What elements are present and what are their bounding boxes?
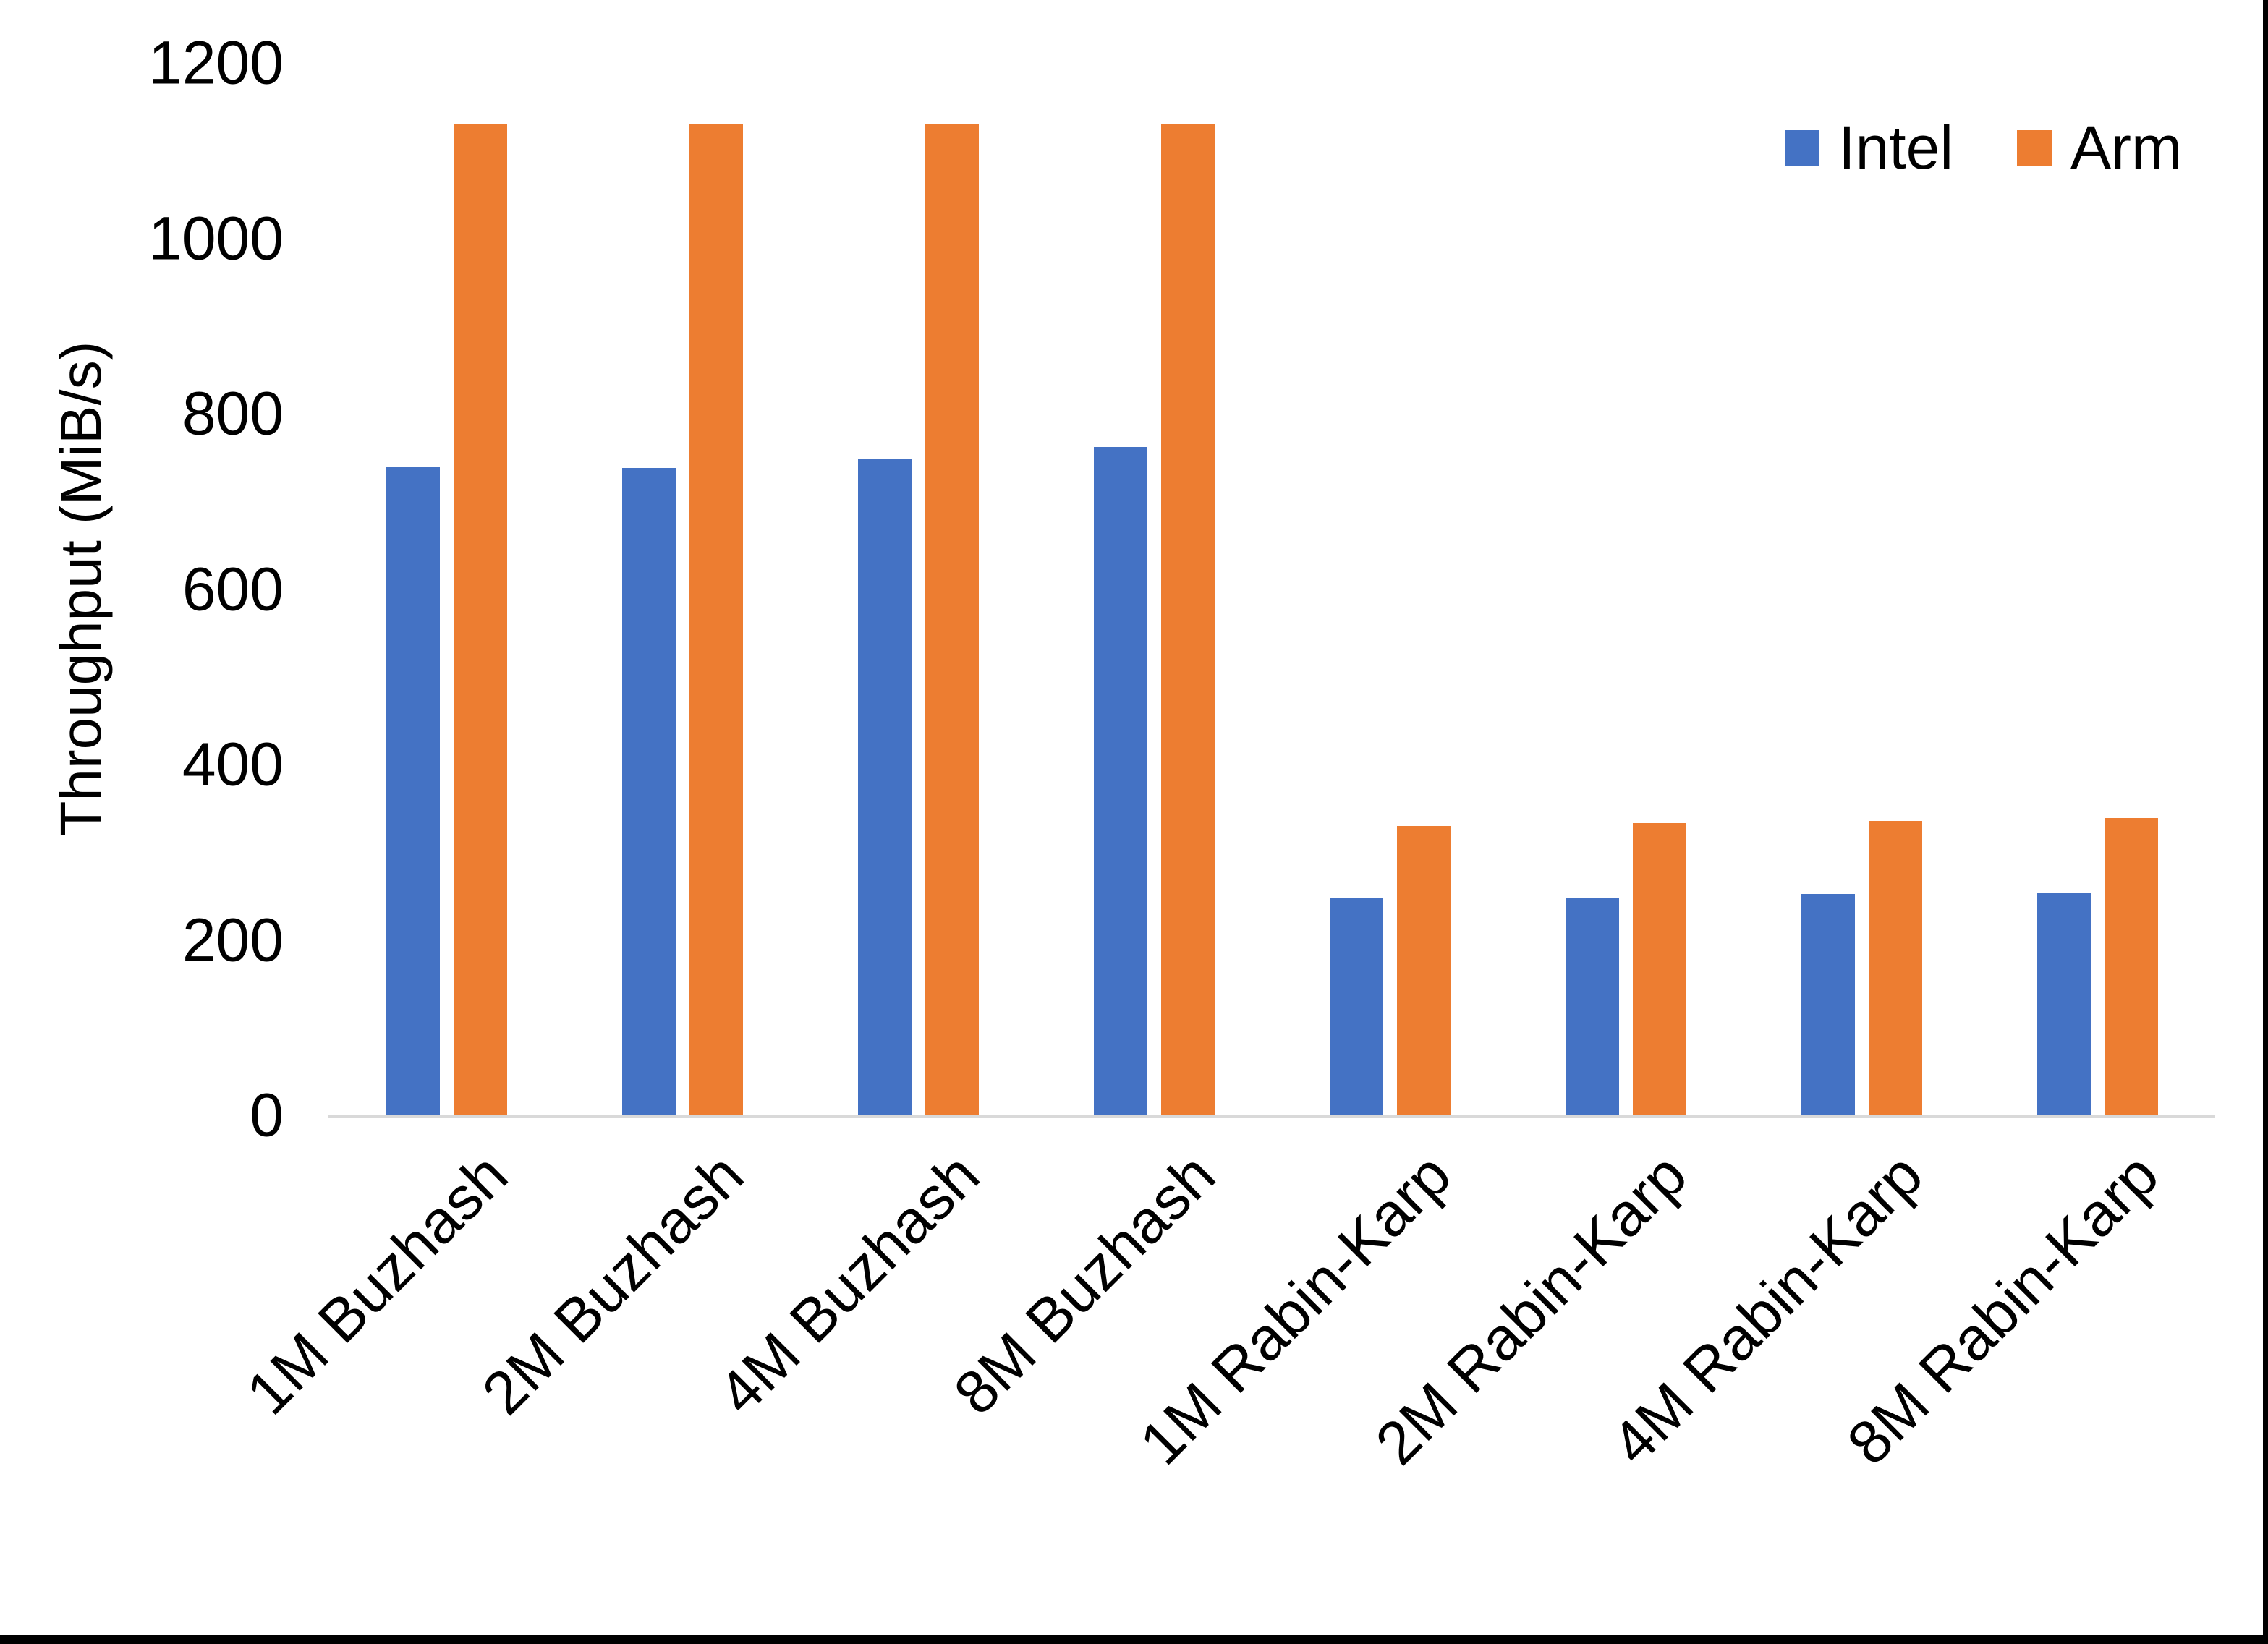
bar-group	[1272, 63, 1508, 1115]
bar-arm	[2104, 817, 2158, 1115]
bar-group	[1036, 63, 1272, 1115]
bar-arm	[1868, 820, 1922, 1115]
bar-intel	[1093, 447, 1147, 1115]
bar-groups	[328, 63, 2215, 1115]
y-tick-label: 800	[182, 379, 284, 448]
legend-label: Arm	[2070, 114, 2182, 182]
y-tick-label: 400	[182, 730, 284, 798]
bar-group	[1979, 63, 2215, 1115]
bar-arm	[1160, 124, 1215, 1115]
y-tick-label: 0	[250, 1081, 284, 1149]
bar-arm	[1396, 825, 1451, 1115]
bar-group	[564, 63, 800, 1115]
bar-intel	[2036, 893, 2091, 1115]
bar-intel	[1565, 898, 1619, 1115]
legend-item-intel: Intel	[1785, 113, 1953, 183]
bar-group	[1508, 63, 1744, 1115]
bar-intel	[857, 459, 912, 1115]
bar-group	[800, 63, 1036, 1115]
bar-group	[328, 63, 564, 1115]
bar-intel	[1801, 894, 1855, 1115]
bar-arm	[1632, 823, 1686, 1115]
bar-group	[1744, 63, 1979, 1115]
bar-intel	[1329, 898, 1383, 1115]
y-tick-label: 600	[182, 555, 284, 623]
bar-arm	[925, 124, 979, 1115]
y-tick-label: 1200	[148, 28, 284, 97]
legend-item-arm: Arm	[2017, 113, 2182, 183]
legend-label: Intel	[1838, 114, 1954, 182]
bar-intel	[386, 466, 440, 1115]
bar-intel	[621, 468, 676, 1115]
bar-arm	[453, 124, 507, 1115]
bar-arm	[689, 124, 743, 1115]
legend: Intel Arm	[1785, 113, 2182, 183]
y-axis-tick-labels: 0 200 400 600 800 1000 1200	[0, 29, 284, 1149]
plot-area	[328, 63, 2215, 1118]
y-tick-label: 1000	[148, 204, 284, 272]
legend-swatch-arm	[2017, 129, 2052, 166]
legend-swatch-intel	[1785, 129, 1820, 166]
y-tick-label: 200	[182, 906, 284, 974]
